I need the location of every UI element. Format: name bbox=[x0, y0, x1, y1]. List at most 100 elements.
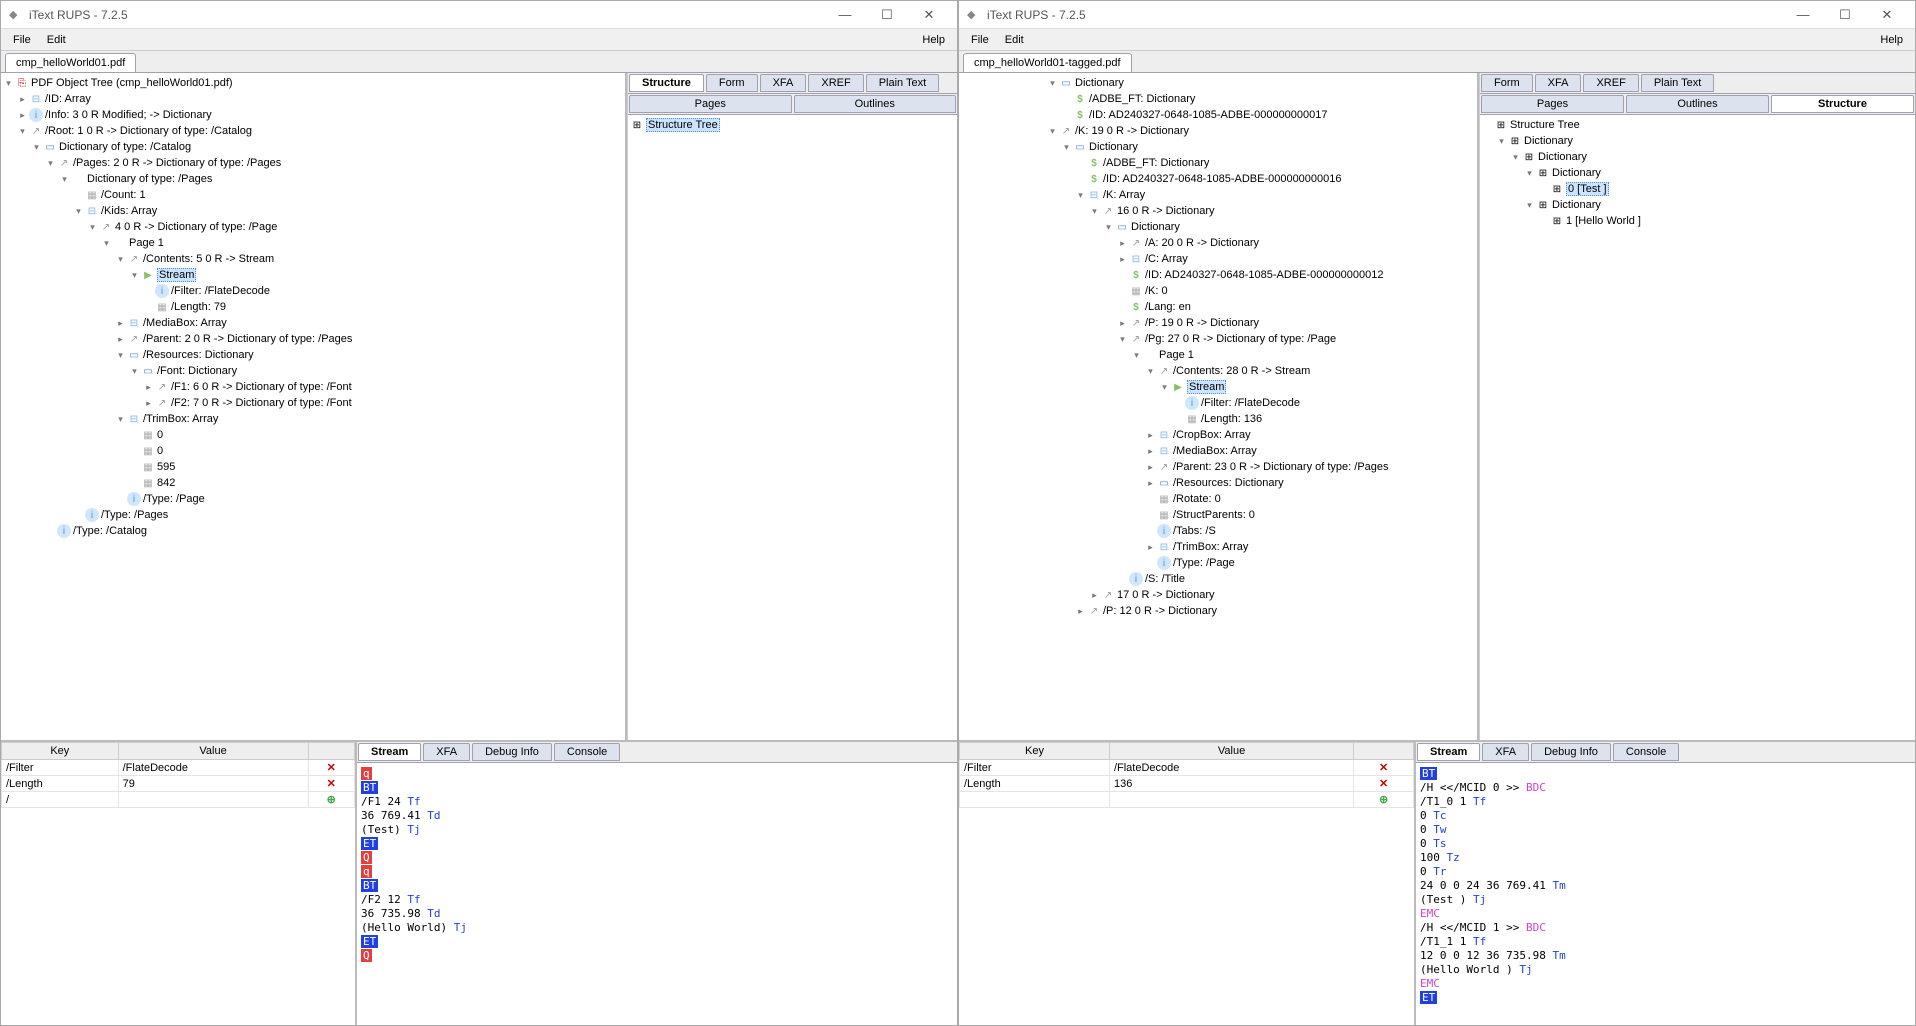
struct-node[interactable]: ▾⊞Dictionary bbox=[1482, 197, 1913, 213]
tree-root[interactable]: ▾⎘PDF Object Tree (cmp_helloWorld01.pdf) bbox=[3, 75, 623, 91]
kv-table[interactable]: KeyValue /Filter/FlateDecode✕/Length79✕/… bbox=[1, 742, 355, 808]
menu-edit[interactable]: Edit bbox=[39, 32, 74, 48]
kv-row[interactable]: /⊕ bbox=[2, 792, 355, 808]
struct-node[interactable]: ▾⊞Dictionary bbox=[1482, 149, 1913, 165]
struct-node[interactable]: ▾⊞Dictionary bbox=[1482, 133, 1913, 149]
kv-row[interactable]: /Length79✕ bbox=[2, 776, 355, 792]
tree-node[interactable]: ▾⊟/K: Array bbox=[963, 187, 1475, 203]
stream-tab-debug-info[interactable]: Debug Info bbox=[472, 743, 552, 761]
tree-node[interactable]: $/ADBE_FT: Dictionary bbox=[963, 155, 1475, 171]
kv-header[interactable]: Key bbox=[960, 743, 1110, 760]
tree-node[interactable]: ▾↗/Pg: 27 0 R -> Dictionary of type: /Pa… bbox=[963, 331, 1475, 347]
tree-node[interactable]: ▸i/Info: 3 0 R Modified; -> Dictionary bbox=[3, 107, 623, 123]
tree-node[interactable]: $/ADBE_FT: Dictionary bbox=[963, 91, 1475, 107]
titlebar[interactable]: ◆ iText RUPS - 7.2.5 — ☐ ✕ bbox=[1, 1, 957, 29]
tree-node[interactable]: ▾Dictionary of type: /Pages bbox=[3, 171, 623, 187]
tree-node[interactable]: ▦/Count: 1 bbox=[3, 187, 623, 203]
stream-content[interactable]: BT/H <</MCID 0 >> BDC/T1_0 1 Tf0 Tc0 Tw0… bbox=[1416, 763, 1915, 1025]
tree-node[interactable]: ▸⊟/TrimBox: Array bbox=[963, 539, 1475, 555]
menu-file[interactable]: File bbox=[963, 32, 997, 48]
tab-outlines[interactable]: Outlines bbox=[1626, 95, 1769, 113]
kv-row[interactable]: /Filter/FlateDecode✕ bbox=[960, 760, 1414, 776]
struct-node[interactable]: ▾⊞Dictionary bbox=[1482, 165, 1913, 181]
tree-node[interactable]: ▦842 bbox=[3, 475, 623, 491]
tree-node[interactable]: ▸↗/Parent: 23 0 R -> Dictionary of type:… bbox=[963, 459, 1475, 475]
structure-tree-root[interactable]: Structure Tree bbox=[646, 118, 720, 132]
kv-header[interactable] bbox=[1354, 743, 1414, 760]
kv-header[interactable]: Key bbox=[2, 743, 119, 760]
titlebar[interactable]: ◆ iText RUPS - 7.2.5 — ☐ ✕ bbox=[959, 1, 1915, 29]
tree-node[interactable]: ▾▶Stream bbox=[3, 267, 623, 283]
tree-node[interactable]: ▾▭/Font: Dictionary bbox=[3, 363, 623, 379]
tree-node[interactable]: ▸↗/A: 20 0 R -> Dictionary bbox=[963, 235, 1475, 251]
tree-node[interactable]: ▾↗/Pages: 2 0 R -> Dictionary of type: /… bbox=[3, 155, 623, 171]
tree-node[interactable]: i/Filter: /FlateDecode bbox=[3, 283, 623, 299]
maximize-button[interactable]: ☐ bbox=[1825, 3, 1865, 27]
tree-node[interactable]: ▾▶Stream bbox=[963, 379, 1475, 395]
tree-node[interactable]: ▦595 bbox=[3, 459, 623, 475]
tree-node[interactable]: ▾▭Dictionary bbox=[963, 75, 1475, 91]
tree-node[interactable]: ▸⊟/ID: Array bbox=[3, 91, 623, 107]
stream-tab-xfa[interactable]: XFA bbox=[1482, 743, 1529, 761]
kv-row[interactable]: /Length136✕ bbox=[960, 776, 1414, 792]
structure-content[interactable]: ⊞Structure Tree bbox=[628, 115, 957, 740]
tree-node[interactable]: ▦0 bbox=[3, 427, 623, 443]
tab-structure[interactable]: Structure bbox=[629, 74, 704, 92]
tab-form[interactable]: Form bbox=[706, 74, 758, 92]
tab-outlines[interactable]: Outlines bbox=[794, 95, 957, 113]
kv-row[interactable]: /Filter/FlateDecode✕ bbox=[2, 760, 355, 776]
maximize-button[interactable]: ☐ bbox=[867, 3, 907, 27]
stream-tab-xfa[interactable]: XFA bbox=[423, 743, 470, 761]
kv-row[interactable]: ⊕ bbox=[960, 792, 1414, 808]
tree-node[interactable]: ▦/Length: 79 bbox=[3, 299, 623, 315]
tree-node[interactable]: ▸↗/P: 12 0 R -> Dictionary bbox=[963, 603, 1475, 619]
tree-node[interactable]: i/S: /Title bbox=[963, 571, 1475, 587]
minimize-button[interactable]: — bbox=[825, 3, 865, 27]
structure-content[interactable]: ⊞Structure Tree▾⊞Dictionary▾⊞Dictionary▾… bbox=[1480, 115, 1915, 740]
tab-xfa[interactable]: XFA bbox=[1535, 74, 1582, 92]
menu-help[interactable]: Help bbox=[1872, 32, 1911, 48]
tree-node[interactable]: ▸↗/Parent: 2 0 R -> Dictionary of type: … bbox=[3, 331, 623, 347]
tree-node[interactable]: i/Type: /Page bbox=[3, 491, 623, 507]
tab-pages[interactable]: Pages bbox=[629, 95, 792, 113]
struct-node[interactable]: ⊞0 [Test ] bbox=[1482, 181, 1913, 197]
tree-node[interactable]: i/Type: /Catalog bbox=[3, 523, 623, 539]
struct-node[interactable]: ⊞Structure Tree bbox=[1482, 117, 1913, 133]
tree-node[interactable]: ▾↗/K: 19 0 R -> Dictionary bbox=[963, 123, 1475, 139]
stream-tab-debug-info[interactable]: Debug Info bbox=[1531, 743, 1611, 761]
tree-node[interactable]: ▾⊟/TrimBox: Array bbox=[3, 411, 623, 427]
delete-icon[interactable]: ✕ bbox=[1354, 760, 1414, 776]
tree-node[interactable]: ▸▭/Resources: Dictionary bbox=[963, 475, 1475, 491]
tree-node[interactable]: ▸⊟/MediaBox: Array bbox=[963, 443, 1475, 459]
tree-node[interactable]: ▸⊟/CropBox: Array bbox=[963, 427, 1475, 443]
tree-node[interactable]: ▦0 bbox=[3, 443, 623, 459]
tree-node[interactable]: ▸⊟/MediaBox: Array bbox=[3, 315, 623, 331]
tab-xref[interactable]: XREF bbox=[808, 74, 863, 92]
tree-node[interactable]: $/Lang: en bbox=[963, 299, 1475, 315]
tree-node[interactable]: ▾▭Dictionary of type: /Catalog bbox=[3, 139, 623, 155]
menu-help[interactable]: Help bbox=[914, 32, 953, 48]
tree-node[interactable]: $/ID: AD240327-0648-1085-ADBE-0000000000… bbox=[963, 267, 1475, 283]
tree-node[interactable]: ▸↗/P: 19 0 R -> Dictionary bbox=[963, 315, 1475, 331]
delete-icon[interactable]: ✕ bbox=[308, 776, 355, 792]
kv-header[interactable]: Value bbox=[118, 743, 308, 760]
struct-node[interactable]: ⊞1 [Hello World ] bbox=[1482, 213, 1913, 229]
tree-node[interactable]: ▾↗/Contents: 28 0 R -> Stream bbox=[963, 363, 1475, 379]
delete-icon[interactable]: ✕ bbox=[308, 760, 355, 776]
tab-structure[interactable]: Structure bbox=[1771, 95, 1914, 113]
close-button[interactable]: ✕ bbox=[909, 3, 949, 27]
tree-node[interactable]: ▦/StructParents: 0 bbox=[963, 507, 1475, 523]
tree-node[interactable]: ▾Page 1 bbox=[963, 347, 1475, 363]
tree-node[interactable]: ▦/Rotate: 0 bbox=[963, 491, 1475, 507]
document-tab[interactable]: cmp_helloWorld01-tagged.pdf bbox=[963, 53, 1132, 72]
tree-node[interactable]: ▸↗17 0 R -> Dictionary bbox=[963, 587, 1475, 603]
tree-node[interactable]: ▾↗/Contents: 5 0 R -> Stream bbox=[3, 251, 623, 267]
tree-node[interactable]: $/ID: AD240327-0648-1085-ADBE-0000000000… bbox=[963, 107, 1475, 123]
tree-node[interactable]: ▾▭Dictionary bbox=[963, 219, 1475, 235]
tree-node[interactable]: ▸↗/F1: 6 0 R -> Dictionary of type: /Fon… bbox=[3, 379, 623, 395]
close-button[interactable]: ✕ bbox=[1867, 3, 1907, 27]
tree-node[interactable]: i/Type: /Pages bbox=[3, 507, 623, 523]
tab-xfa[interactable]: XFA bbox=[760, 74, 807, 92]
kv-table[interactable]: KeyValue /Filter/FlateDecode✕/Length136✕… bbox=[959, 742, 1414, 808]
tree-node[interactable]: $/ID: AD240327-0648-1085-ADBE-0000000000… bbox=[963, 171, 1475, 187]
